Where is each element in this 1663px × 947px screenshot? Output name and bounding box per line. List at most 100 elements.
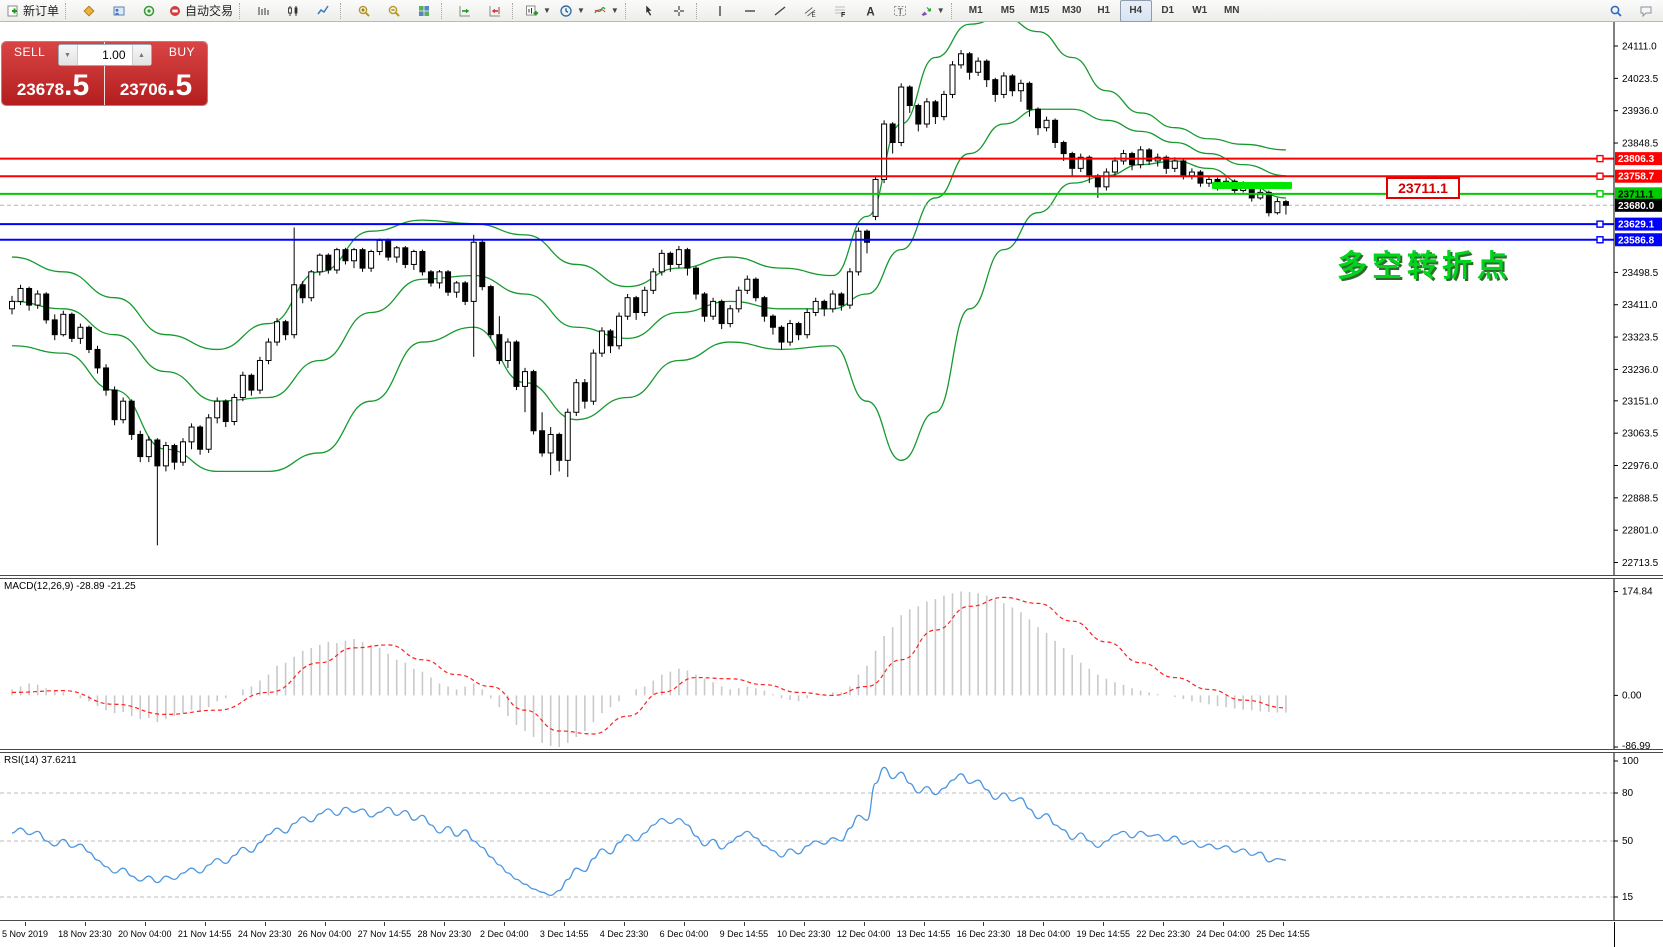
accounts-button[interactable] xyxy=(104,0,134,22)
time-label: 3 Dec 14:55 xyxy=(539,929,589,939)
time-label: 28 Nov 23:30 xyxy=(417,929,472,939)
time-label: 21 Nov 14:55 xyxy=(177,929,232,939)
timeframe-m5[interactable]: M5 xyxy=(1000,5,1015,16)
time-label: 16 Dec 23:30 xyxy=(956,929,1011,939)
pane-separator[interactable] xyxy=(0,575,1663,579)
macd-pane[interactable]: 174.84 0.00 -86.99 xyxy=(0,579,1663,749)
fibonacci-button[interactable]: F xyxy=(825,0,855,22)
new-chart-button[interactable]: ▼ xyxy=(521,0,555,22)
auto-trading-button[interactable]: 自动交易 xyxy=(164,0,237,22)
time-label: 2 Dec 04:00 xyxy=(479,929,529,939)
time-tick xyxy=(264,922,266,926)
timeframe-mn[interactable]: MN xyxy=(1223,5,1240,16)
volume-value[interactable]: 1.00 xyxy=(102,48,126,62)
timeframe-h4[interactable]: H4 xyxy=(1119,0,1152,22)
trendline-button[interactable] xyxy=(765,0,795,22)
signal-icon xyxy=(143,5,155,16)
periods-button[interactable]: ▼ xyxy=(555,0,589,22)
time-label: 10 Dec 23:30 xyxy=(776,929,831,939)
cursor-button[interactable] xyxy=(634,0,664,22)
alerts-button[interactable] xyxy=(134,0,164,22)
bar-chart-button[interactable] xyxy=(248,0,278,22)
buy-price: 23706.5 xyxy=(119,69,193,102)
time-tick xyxy=(144,922,146,926)
candlestick-chart-button[interactable] xyxy=(278,0,308,22)
buy-button[interactable]: BUY 23706.5 xyxy=(105,42,207,105)
time-tick xyxy=(743,922,745,926)
zoom-in-button[interactable] xyxy=(349,0,379,22)
rsi-pane[interactable]: 100 80 50 15 xyxy=(0,753,1663,920)
time-tick xyxy=(1283,922,1284,926)
tile-windows-button[interactable] xyxy=(409,0,439,22)
time-tick xyxy=(1103,922,1105,926)
shapes-button[interactable]: ▼ xyxy=(915,0,949,22)
chart-shift-button[interactable] xyxy=(480,0,510,22)
cursor-icon xyxy=(645,3,653,16)
macd-signal-line xyxy=(11,596,1286,735)
pane-separator[interactable] xyxy=(0,749,1663,753)
robot-icon xyxy=(170,5,181,16)
timeframe-m15[interactable]: M15 xyxy=(1029,5,1050,16)
channel-button[interactable]: E xyxy=(795,0,825,22)
timeframe-m1[interactable]: M1 xyxy=(968,5,983,16)
vertical-line-button[interactable] xyxy=(705,0,735,22)
chat-button[interactable] xyxy=(1631,0,1661,22)
svg-text:23236.0: 23236.0 xyxy=(1622,365,1659,376)
toolbar-separator xyxy=(695,2,703,19)
svg-text:22713.5: 22713.5 xyxy=(1622,558,1659,569)
volume-decrease-button[interactable]: ▼ xyxy=(58,45,78,65)
sell-label: SELL xyxy=(14,45,46,59)
toolbar-separator xyxy=(65,2,72,19)
zoom-out-icon xyxy=(388,5,400,17)
time-tick xyxy=(204,922,206,926)
time-tick xyxy=(1223,922,1225,926)
line-chart-button[interactable] xyxy=(308,0,338,22)
highlight-trend-segment[interactable] xyxy=(1212,182,1292,189)
turning-point-label[interactable]: 多空转折点 xyxy=(1337,250,1512,283)
sell-button[interactable]: SELL 23678.5 xyxy=(2,42,105,105)
auto-scroll-button[interactable] xyxy=(450,0,480,22)
search-button[interactable] xyxy=(1601,0,1631,22)
volume-increase-button[interactable]: ▲ xyxy=(131,45,151,65)
bollinger-middle-band xyxy=(11,108,1286,402)
timeframe-m30[interactable]: M30 xyxy=(1061,5,1082,16)
timeframe-h1[interactable]: H1 xyxy=(1097,5,1111,16)
time-axis[interactable]: 5 Nov 2019 18 Nov 23:30 20 Nov 04:00 21 Nov… xyxy=(0,922,1663,947)
time-tick xyxy=(324,922,326,926)
crosshair-button[interactable] xyxy=(664,0,694,22)
timeframe-w1[interactable]: W1 xyxy=(1192,5,1208,16)
macd-label: MACD(12,26,9) -28.89 -21.25 xyxy=(4,581,136,592)
chevron-down-icon: ▼ xyxy=(543,6,551,15)
crosshair-icon xyxy=(673,5,684,16)
svg-text:22801.0: 22801.0 xyxy=(1622,526,1659,537)
fibo-icon: F xyxy=(834,6,846,18)
time-label: 25 Dec 14:55 xyxy=(1256,929,1310,939)
time-tick xyxy=(803,922,805,926)
svg-text:22888.5: 22888.5 xyxy=(1622,493,1659,504)
rsi-label: RSI(14) 37.6211 xyxy=(4,755,77,766)
chevron-down-icon: ▼ xyxy=(576,6,585,15)
text-label-button[interactable]: T xyxy=(885,0,915,22)
indicators-button[interactable]: ▼ xyxy=(589,0,623,22)
chat-icon xyxy=(1640,6,1652,17)
toolbar-separator xyxy=(950,2,958,19)
text-icon: A xyxy=(866,6,874,18)
time-label: 22 Dec 23:30 xyxy=(1136,929,1190,939)
svg-text:22976.0: 22976.0 xyxy=(1622,461,1659,472)
price-annotation[interactable]: 23711.1 xyxy=(1386,177,1460,199)
timeframe-d1[interactable]: D1 xyxy=(1161,5,1175,16)
chart-profile-button[interactable] xyxy=(74,0,104,22)
svg-text:0.00: 0.00 xyxy=(1622,690,1642,701)
text-button[interactable]: A xyxy=(855,0,885,22)
main-toolbar: 新订单 自动交易 ▼ ▼ ▼ E F A T ▼ M1 M5 M15 M30 H1 H4 D1 W1 MN xyxy=(0,0,1663,22)
horizontal-line-button[interactable] xyxy=(735,0,765,22)
new-order-button[interactable]: 新订单 xyxy=(2,0,63,22)
trendline-icon xyxy=(774,5,786,16)
chevron-down-icon: ▼ xyxy=(610,6,619,15)
shapes-icon xyxy=(921,6,931,16)
toolbar-separator xyxy=(239,2,246,19)
svg-text:23151.0: 23151.0 xyxy=(1622,396,1659,407)
user-window-icon xyxy=(113,6,125,15)
main-chart[interactable]: 24111.0 24023.5 23936.0 23848.5 23498.5 23411… xyxy=(0,22,1663,575)
zoom-out-button[interactable] xyxy=(379,0,409,22)
